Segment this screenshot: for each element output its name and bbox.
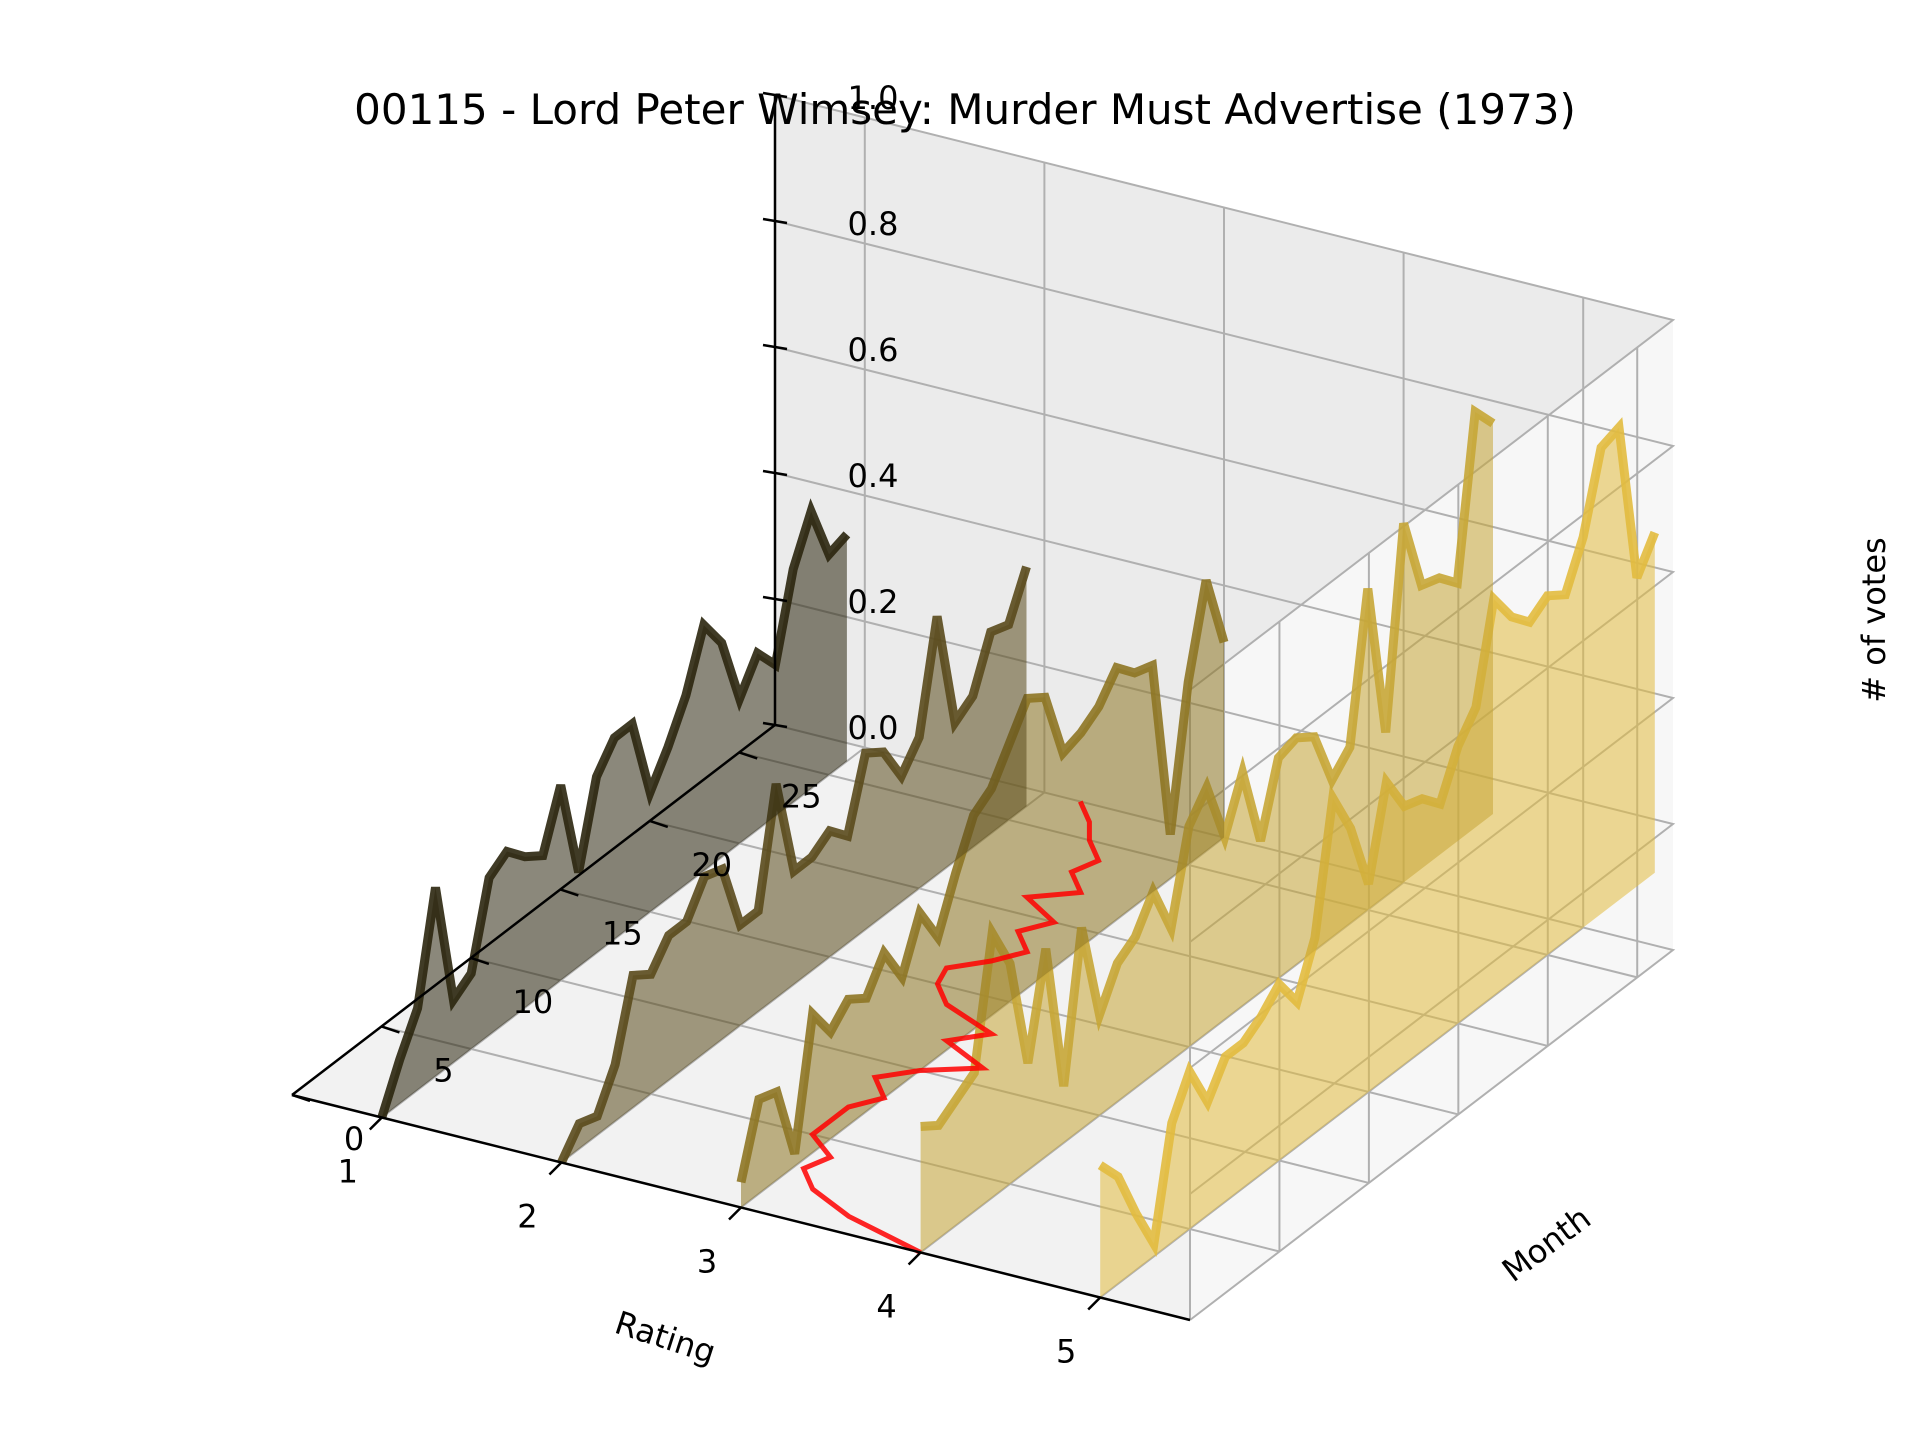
grid-wall-votes [774, 94, 1676, 691]
z-tick-mark [762, 217, 788, 225]
y-tick-label: 5 [433, 1051, 453, 1089]
y-tick-label: 0 [344, 1120, 364, 1158]
grid-wall-votes [774, 220, 1676, 817]
y-axis-line [291, 724, 776, 1096]
z-tick-label: 0.0 [848, 709, 899, 747]
x-tick-mark [548, 1161, 563, 1176]
axes-layer: 5 4 3 2 10 5 10 15 20 25 0.0 0.2 0.4 0.6 0.8 1.0 [291, 79, 1191, 1371]
x-tick-label: 1 [338, 1153, 358, 1191]
z-tick-label: 0.2 [848, 583, 899, 621]
y-tick-mark [470, 956, 490, 966]
y-tick-label: 20 [691, 846, 732, 884]
mean-rating-line [800, 800, 1102, 1255]
series-line-rating-2 [557, 565, 1031, 1165]
y-tick-label: 25 [781, 777, 822, 815]
series-area-rating-1 [381, 511, 847, 1118]
x-tick-mark [907, 1251, 922, 1266]
z-tick-mark [762, 721, 788, 729]
x-axis-label: Rating [610, 1304, 720, 1372]
x-tick-label: 5 [1056, 1333, 1076, 1371]
x-tick-label: 2 [517, 1198, 537, 1236]
y-tick-label: 10 [513, 983, 554, 1021]
y-tick-mark [738, 751, 758, 760]
y-axis-label: Month [1495, 1199, 1598, 1290]
z-tick-label: 0.8 [848, 205, 899, 243]
chart-title: 00115 - Lord Peter Wimsey: Murder Must A… [354, 85, 1576, 134]
z-tick-mark [762, 91, 788, 99]
y-tick-mark [649, 819, 669, 829]
x-tick-mark [728, 1206, 742, 1221]
x-tick-label: 3 [697, 1243, 717, 1281]
y-tick-label: 15 [602, 914, 643, 952]
series-area-rating-2 [561, 566, 1027, 1163]
z-axis-label: # of votes [1855, 537, 1893, 702]
x-tick-label: 4 [876, 1288, 896, 1326]
x-tick-mark [368, 1116, 383, 1131]
series-area-rating-3 [741, 580, 1224, 1208]
z-tick-mark [762, 343, 788, 351]
z-tick-label: 0.6 [848, 331, 899, 369]
series-layer [377, 404, 1659, 1298]
y-tick-mark [381, 1025, 400, 1034]
y-tick-mark [291, 1093, 311, 1103]
x-tick-mark [1087, 1296, 1102, 1311]
z-tick-mark [762, 469, 788, 477]
series-line-rating-1 [377, 498, 851, 1119]
z-tick-label: 1.0 [848, 79, 899, 117]
z-tick-label: 0.4 [848, 457, 899, 495]
y-tick-mark [559, 888, 579, 897]
z-tick-mark [762, 595, 788, 603]
